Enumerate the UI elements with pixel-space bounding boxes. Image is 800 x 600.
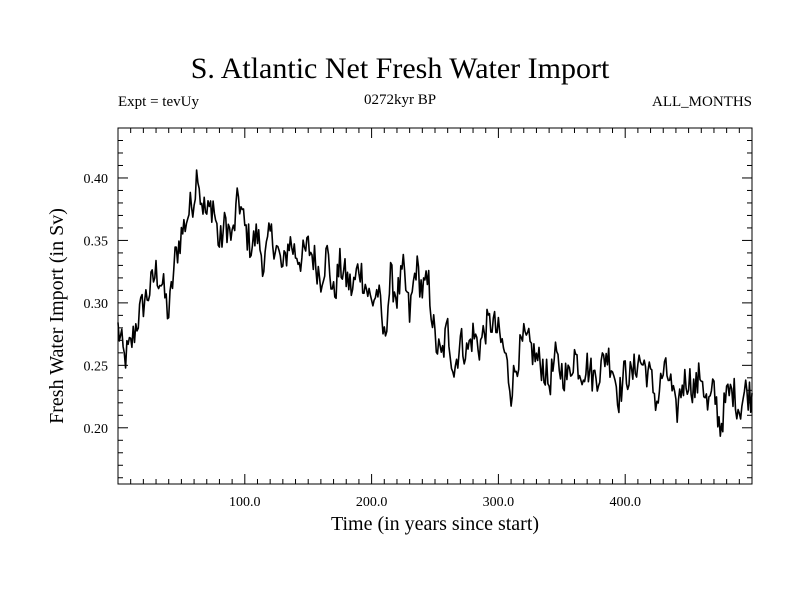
x-axis-ticks: 100.0 200.0 300.0 400.0 [130,128,740,510]
y-tick-label: 0.40 [84,172,109,187]
period-label: 0272kyr BP [363,92,437,108]
y-axis-ticks: 0.20 0.25 0.30 0.35 0.40 [84,139,752,479]
x-tick-label: 300.0 [483,495,515,510]
experiment-label: Expt = tevUy [118,94,199,110]
x-tick-label: 100.0 [229,495,261,510]
series-line [117,169,753,437]
y-tick-label: 0.30 [84,297,109,312]
months-label: ALL_MONTHS [652,94,752,110]
plot-frame [117,127,753,485]
y-axis-title: Fresh Water Import (in Sv) [46,208,68,424]
x-tick-label: 400.0 [609,495,641,510]
y-tick-label: 0.20 [84,422,109,437]
y-tick-label: 0.25 [84,359,109,374]
x-axis-title: Time (in years since start) [331,513,539,535]
chart-title: S. Atlantic Net Fresh Water Import [190,52,610,85]
y-tick-label: 0.35 [84,234,109,249]
x-tick-label: 200.0 [356,495,388,510]
